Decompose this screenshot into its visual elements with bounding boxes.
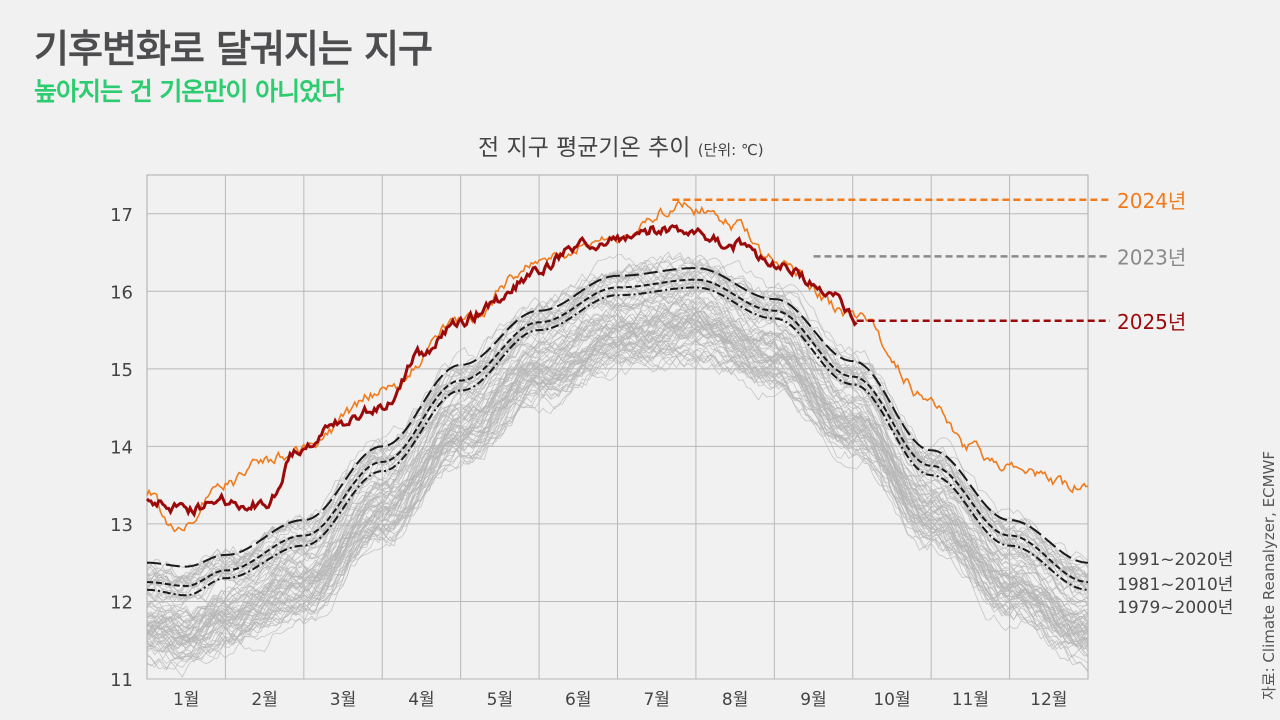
x-tick-label: 1월 (173, 690, 199, 710)
historical-year-line (146, 309, 1089, 635)
series-line (146, 286, 1088, 597)
x-tick-label: 6월 (565, 690, 591, 710)
historical-year-line (146, 251, 1089, 586)
series-line (147, 266, 1089, 568)
chart-title-text: 전 지구 평균기온 추이 (478, 135, 691, 161)
series-label: 2024년 (1117, 189, 1186, 213)
x-tick-label: 7월 (643, 690, 669, 710)
historical-year-line (146, 348, 1089, 659)
x-tick-label: 12월 (1030, 690, 1067, 710)
y-tick-label: 12 (110, 592, 133, 613)
x-tick-label: 9월 (800, 690, 826, 710)
x-tick-label: 11월 (952, 690, 989, 710)
historical-year-line (146, 255, 1089, 589)
historical-year-line (146, 329, 1089, 656)
historical-year-line (146, 338, 1089, 648)
historical-year-line (146, 319, 1089, 636)
historical-year-line (146, 349, 1089, 678)
y-tick-label: 11 (110, 670, 133, 691)
series-line (145, 224, 858, 518)
historical-year-line (146, 254, 1089, 588)
chart-title: 전 지구 평균기온 추이 (단위: ℃) (478, 128, 764, 162)
historical-year-line (146, 271, 1089, 591)
x-tick-label: 8월 (722, 690, 748, 710)
series-label: 2025년 (1117, 310, 1186, 334)
historical-year-line (146, 261, 1089, 589)
historical-year-line (146, 321, 1089, 654)
historical-year-line (146, 340, 1089, 659)
x-tick-label: 5월 (487, 690, 513, 710)
historical-year-line (146, 302, 1089, 639)
y-tick-label: 13 (110, 515, 133, 536)
chart-unit: (단위: ℃) (697, 141, 764, 159)
x-tick-label: 3월 (330, 690, 356, 710)
series-label: 1981~2010년 (1117, 575, 1233, 595)
historical-year-line (146, 324, 1089, 637)
x-tick-label: 4월 (408, 690, 434, 710)
historical-year-line (146, 310, 1089, 652)
x-tick-label: 10월 (873, 690, 910, 710)
historical-year-line (146, 296, 1089, 633)
historical-year-line (146, 287, 1089, 604)
y-tick-label: 16 (110, 282, 133, 303)
historical-year-line (146, 308, 1089, 638)
series-line (147, 278, 1089, 588)
historical-year-line (146, 323, 1089, 641)
y-tick-label: 14 (110, 437, 133, 458)
series-line (146, 200, 1089, 533)
historical-year-line (146, 298, 1089, 630)
series-label: 2023년 (1117, 245, 1186, 269)
historical-year-line (146, 276, 1089, 600)
historical-year-line (146, 349, 1089, 672)
y-tick-label: 15 (110, 360, 133, 381)
series-label: 1979~2000년 (1117, 598, 1233, 618)
historical-year-line (146, 310, 1089, 642)
page-subtitle: 높아지는 건 기온만이 아니었다 (34, 77, 344, 106)
x-tick-label: 2월 (251, 690, 277, 710)
series-label: 1991~2020년 (1117, 550, 1233, 570)
page-title: 기후변화로 달궈지는 지구 (34, 27, 433, 71)
historical-year-line (146, 288, 1089, 612)
historical-year-line (146, 308, 1089, 633)
y-tick-label: 17 (110, 205, 133, 226)
